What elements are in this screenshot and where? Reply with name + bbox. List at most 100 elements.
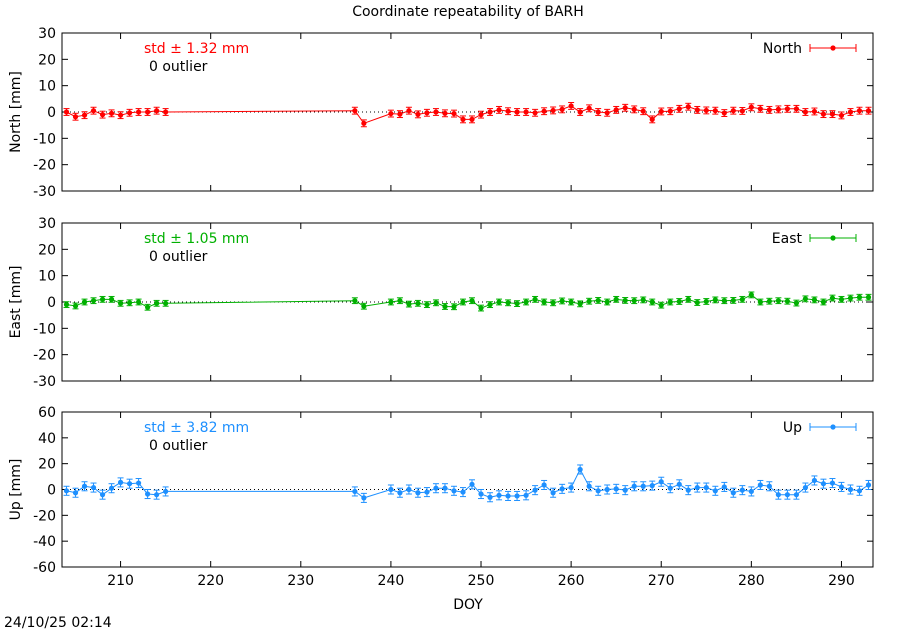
up-data-point	[406, 486, 412, 493]
east-ytick-label: 10	[38, 269, 56, 285]
timestamp: 24/10/25 02:14	[4, 615, 112, 630]
north-data-point	[478, 112, 484, 118]
east-data-point	[694, 299, 700, 306]
east-ytick-label: -20	[33, 348, 56, 364]
up-data-point	[640, 483, 646, 489]
north-data-point	[775, 106, 781, 112]
east-data-point	[649, 299, 655, 305]
north-data-point	[838, 112, 845, 119]
east-data-point	[739, 296, 745, 302]
panels-group: -30 -20 -10 0 10 20 30 North [mm] std ± 1.32 mm 0…	[8, 26, 874, 589]
up-data-point	[63, 488, 70, 494]
east-data-point	[667, 299, 673, 305]
east-data-point	[117, 300, 124, 306]
north-ytick-label: 20	[38, 52, 56, 68]
east-data-point	[145, 304, 151, 310]
up-data-point	[658, 479, 664, 485]
up-data-point	[154, 492, 160, 498]
east-data-point	[730, 297, 736, 304]
north-data-point	[811, 108, 818, 115]
up-data-point	[81, 483, 88, 489]
east-y-axis-label: East [mm]	[8, 266, 24, 339]
up-data-point	[811, 477, 818, 484]
north-data-point	[415, 111, 421, 117]
east-data-point	[568, 299, 574, 305]
north-data-point	[433, 109, 439, 115]
north-data-point	[613, 107, 619, 113]
up-data-point	[532, 487, 538, 493]
up-data-point	[72, 490, 79, 496]
up-legend-marker	[830, 424, 836, 430]
east-data-point	[406, 301, 412, 307]
north-data-point	[163, 109, 169, 115]
up-data-point	[757, 482, 763, 488]
up-data-point	[865, 482, 872, 488]
up-data-point	[838, 484, 845, 490]
up-data-point	[586, 483, 592, 489]
up-xtick-label: 230	[287, 573, 314, 589]
north-legend-label: North	[763, 41, 802, 57]
east-data-point	[72, 303, 79, 309]
up-xtick-label: 250	[468, 573, 495, 589]
east-data-point	[685, 296, 691, 302]
east-data-point	[451, 304, 457, 310]
up-data-point	[802, 484, 809, 491]
up-ytick-label: -40	[33, 534, 56, 550]
east-data-point	[613, 296, 619, 302]
up-data-point	[685, 487, 691, 493]
east-data-point	[523, 299, 529, 305]
up-data-point	[775, 492, 781, 498]
up-ytick-label: 20	[38, 457, 56, 473]
north-data-point	[361, 120, 367, 126]
east-data-point	[505, 300, 511, 306]
up-xtick-label: 290	[828, 573, 855, 589]
up-data-point	[766, 483, 772, 489]
east-panel: -30 -20 -10 0 10 20 30 East [mm] std ± 1.05 mm 0 …	[8, 216, 874, 390]
north-data-point	[721, 110, 727, 116]
north-data-point	[406, 108, 412, 114]
up-ytick-label: 40	[38, 431, 56, 447]
north-data-point	[820, 111, 827, 117]
north-data-point	[586, 105, 592, 111]
north-data-point	[487, 109, 493, 115]
east-data-point	[90, 298, 97, 304]
up-data-point	[415, 490, 421, 496]
up-data-point	[730, 490, 736, 496]
north-data-point	[568, 103, 574, 109]
east-data-point	[352, 298, 358, 304]
east-data-point	[721, 298, 727, 304]
east-data-point	[865, 294, 872, 300]
north-data-point	[559, 106, 565, 112]
north-data-point	[640, 108, 646, 114]
east-data-point	[712, 297, 718, 303]
east-data-point	[622, 297, 628, 304]
north-data-point	[388, 110, 394, 117]
north-data-point	[496, 107, 502, 113]
up-outlier-label: 0 outlier	[149, 438, 208, 454]
north-data-point	[631, 106, 637, 112]
north-data-point	[856, 108, 863, 114]
east-data-point	[757, 299, 763, 305]
north-data-point	[81, 112, 88, 118]
north-data-point	[712, 108, 718, 114]
x-axis-label: DOY	[453, 597, 483, 613]
north-data-point	[595, 109, 601, 115]
north-data-point	[865, 108, 872, 114]
north-data-point	[550, 107, 556, 114]
north-data-point	[451, 110, 457, 117]
east-data-point	[81, 299, 88, 305]
north-ytick-label: -30	[33, 184, 56, 200]
north-data-point	[766, 107, 772, 113]
north-data-point	[784, 106, 790, 112]
north-data-point	[442, 110, 448, 116]
east-ytick-label: -10	[33, 321, 56, 337]
east-data-point	[577, 301, 583, 307]
east-data-point	[595, 297, 601, 304]
east-data-point	[361, 303, 367, 309]
up-data-point	[478, 491, 484, 497]
north-data-point	[469, 116, 475, 122]
east-data-point	[99, 296, 106, 302]
north-data-point	[72, 114, 79, 120]
up-data-point	[550, 490, 556, 496]
